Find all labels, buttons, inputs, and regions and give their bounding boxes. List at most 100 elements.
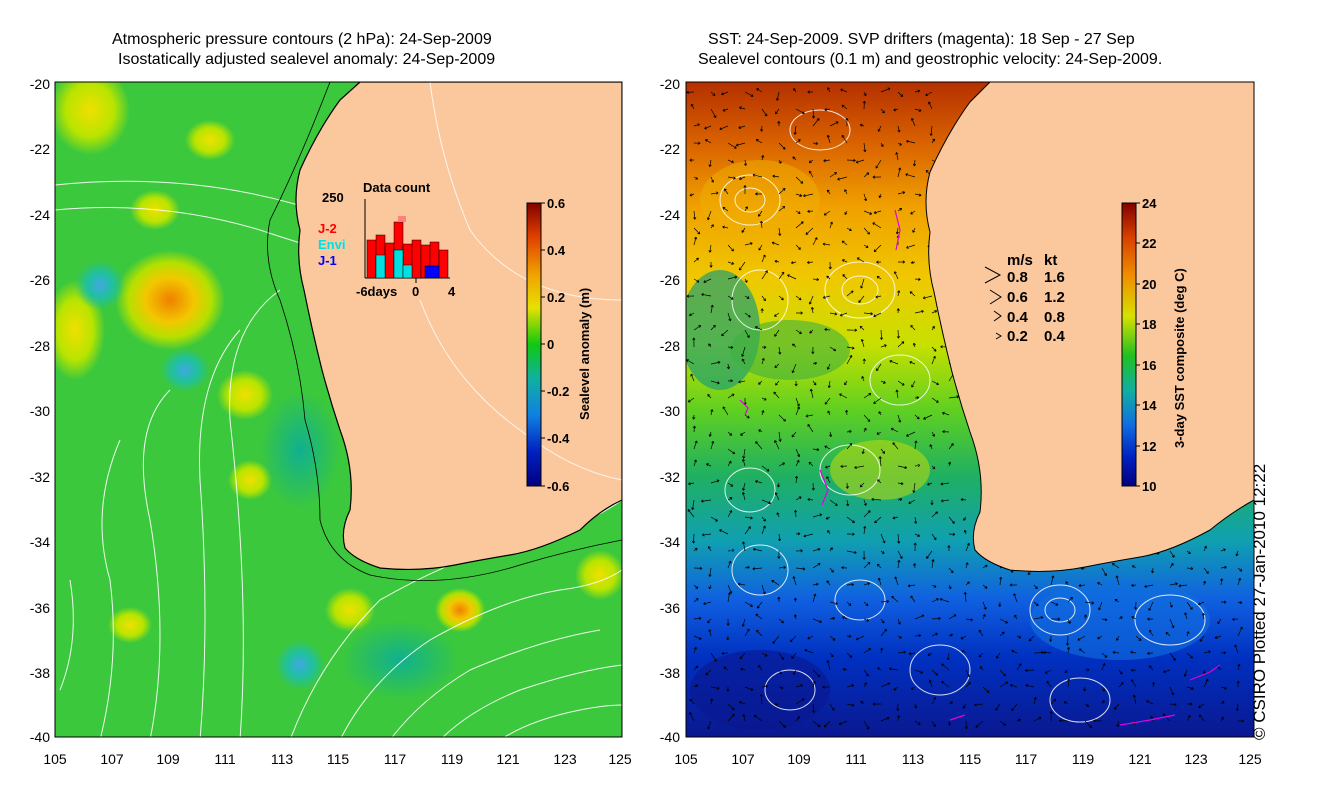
sla-colorbar-ticks xyxy=(541,202,545,487)
inset-labels: Data count 250 J-2 Envi J-1 -6days 0 4 xyxy=(318,180,456,299)
right-map-title-line1: SST: 24-Sep-2009. SVP drifters (magenta)… xyxy=(708,31,1135,48)
left-x-tick: 123 xyxy=(553,751,577,767)
sla-tick: -0.4 xyxy=(547,431,570,446)
sst-patch xyxy=(730,320,850,380)
left-x-tick: 109 xyxy=(156,751,180,767)
sla-tick: -0.6 xyxy=(547,479,569,494)
sst-tick: 24 xyxy=(1142,196,1157,211)
sst-patch xyxy=(690,650,830,730)
right-y-tick: -28 xyxy=(660,338,680,354)
velocity-arrow-field xyxy=(686,87,1245,730)
velocity-legend: m/s kt 0.8 1.6 0.6 1.2 0.4 0.8 0.2 0.4 xyxy=(1007,252,1066,345)
csiro-credit: © CSIRO Plotted 27-Jan-2010 12:22 xyxy=(1250,463,1269,740)
sla-blob xyxy=(55,82,130,155)
sst-tick: 16 xyxy=(1142,358,1156,373)
left-map-title-line2: Isostatically adjusted sealevel anomaly:… xyxy=(118,51,496,68)
land-contour xyxy=(419,299,622,481)
right-x-tick: 111 xyxy=(845,751,866,767)
velocity-legend-ms: 0.8 xyxy=(1007,269,1028,286)
sst-colorbar xyxy=(1121,202,1137,487)
left-y-tick: -22 xyxy=(30,141,50,157)
shelf-contour xyxy=(267,82,622,582)
pressure-contours xyxy=(55,180,622,737)
sla-low-anomaly xyxy=(160,348,210,392)
sst-map-frame xyxy=(685,81,1255,738)
left-y-tick: -20 xyxy=(30,76,50,92)
sst-patch xyxy=(1030,580,1210,660)
sla-high-anomaly xyxy=(115,250,225,350)
sst-tick: 18 xyxy=(1142,317,1156,332)
velocity-legend-header-kt: kt xyxy=(1044,252,1057,269)
right-x-tick: 113 xyxy=(902,751,925,767)
velocity-legend-arrows xyxy=(984,266,1002,340)
right-x-tick: 109 xyxy=(787,751,811,767)
velocity-legend-kt: 1.6 xyxy=(1044,269,1065,286)
sealevel-contours xyxy=(719,109,1206,723)
right-y-tick: -32 xyxy=(660,469,680,485)
velocity-legend-ms: 0.4 xyxy=(1007,309,1029,326)
right-x-tick: 123 xyxy=(1184,751,1208,767)
sst-tick: 22 xyxy=(1142,236,1156,251)
sst-colorbar-ticks xyxy=(1136,202,1140,487)
right-x-tick: 121 xyxy=(1128,751,1152,767)
sla-map-frame xyxy=(54,81,623,738)
sla-tick: 0.6 xyxy=(547,196,565,211)
inset-x-label-start: -6days xyxy=(356,284,397,299)
land-contour xyxy=(429,82,622,301)
sla-blob xyxy=(575,550,622,600)
right-y-tick: -36 xyxy=(660,600,680,616)
velocity-legend-kt: 1.2 xyxy=(1044,289,1065,306)
sst-map xyxy=(686,82,1254,737)
inset-legend-j1: J-1 xyxy=(318,253,337,268)
left-y-tick: -32 xyxy=(30,469,50,485)
sla-blob xyxy=(185,120,235,160)
right-y-tick: -40 xyxy=(660,729,680,745)
inset-legend-j2: J-2 xyxy=(318,221,337,236)
left-y-tick: -28 xyxy=(30,338,50,354)
data-count-inset xyxy=(364,199,450,283)
inset-x-label-zero: 0 xyxy=(412,284,419,299)
left-x-tick: 113 xyxy=(271,751,294,767)
sst-tick: 10 xyxy=(1142,479,1156,494)
right-x-tick: 115 xyxy=(959,751,982,767)
sst-colorbar-labels: 24 22 20 18 16 14 12 10 3-day SST compos… xyxy=(1142,196,1187,494)
right-x-tick: 125 xyxy=(1238,751,1262,767)
sla-blob xyxy=(260,390,340,510)
sla-colorbar-labels: 0.6 0.4 0.2 0 -0.2 -0.4 -0.6 Sealevel an… xyxy=(547,196,592,494)
velocity-legend-header-ms: m/s xyxy=(1007,252,1033,269)
left-x-tick: 107 xyxy=(100,751,124,767)
right-y-tick: -38 xyxy=(660,665,680,681)
left-x-tick: 111 xyxy=(214,751,235,767)
left-map-title-line1: Atmospheric pressure contours (2 hPa): 2… xyxy=(112,31,492,48)
sla-tick: -0.2 xyxy=(547,384,569,399)
left-y-tick: -34 xyxy=(30,534,50,550)
inset-x-label-end: 4 xyxy=(448,284,456,299)
right-axis-ticks: -20 -22 -24 -26 -28 -30 -32 -34 -36 -38 … xyxy=(660,76,1262,767)
left-axis-ticks: -20 -22 -24 -26 -28 -30 -32 -34 -36 -38 … xyxy=(30,76,632,767)
sla-blob xyxy=(275,640,325,690)
left-x-tick: 121 xyxy=(496,751,520,767)
sla-colorbar xyxy=(526,202,542,487)
right-x-tick: 117 xyxy=(1015,751,1038,767)
right-x-tick: 105 xyxy=(674,751,698,767)
sla-blob xyxy=(340,620,460,700)
sst-tick: 12 xyxy=(1142,439,1156,454)
left-y-tick: -40 xyxy=(30,729,50,745)
inset-title: Data count xyxy=(363,180,431,195)
sst-tick: 14 xyxy=(1142,398,1157,413)
sst-colorbar-label: 3-day SST composite (deg C) xyxy=(1172,268,1187,448)
sla-colorbar-label: Sealevel anomaly (m) xyxy=(577,288,592,420)
velocity-legend-kt: 0.8 xyxy=(1044,309,1065,326)
australia-land-right xyxy=(925,82,1254,572)
left-y-tick: -26 xyxy=(30,272,50,288)
inset-y-max: 250 xyxy=(322,190,344,205)
left-x-tick: 119 xyxy=(441,751,464,767)
geostrophic-velocity-arrows xyxy=(686,87,1245,730)
right-y-tick: -20 xyxy=(660,76,680,92)
left-y-tick: -30 xyxy=(30,403,50,419)
right-y-tick: -34 xyxy=(660,534,680,550)
sla-blob xyxy=(217,370,273,420)
sla-blob xyxy=(75,260,125,310)
velocity-legend-ms: 0.6 xyxy=(1007,289,1028,306)
